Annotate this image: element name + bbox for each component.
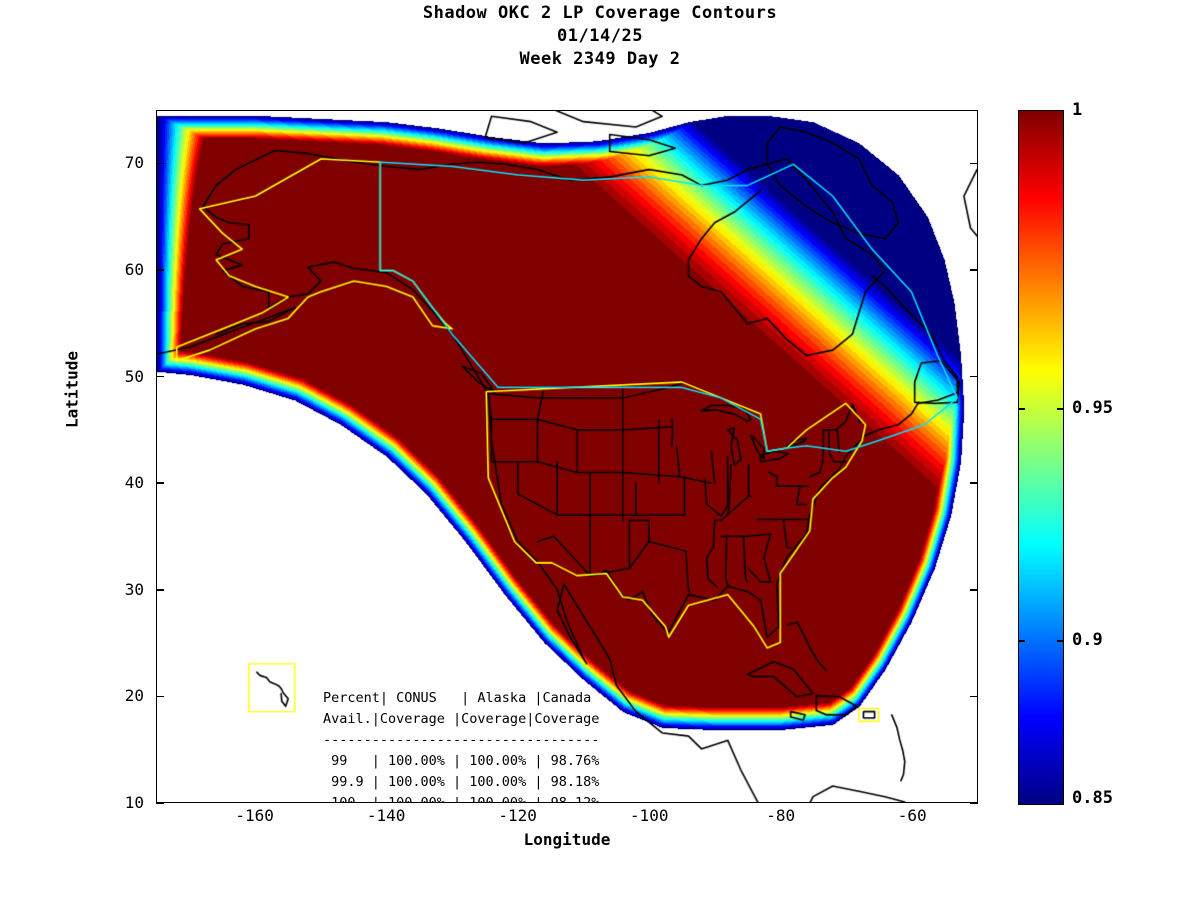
y-axis-tick-60 bbox=[970, 269, 978, 271]
title-line-3: Week 2349 Day 2 bbox=[519, 49, 681, 69]
stats-row-999: 99.9 | 100.00% | 100.00% | 98.18% bbox=[323, 774, 600, 790]
stats-header-row-1: Percent| CONUS | Alaska |Canada bbox=[323, 690, 592, 706]
y-axis-tick-30 bbox=[970, 589, 978, 591]
y-axis-tick-60 bbox=[156, 269, 164, 271]
title-line-2: 01/14/25 bbox=[557, 26, 643, 46]
y-axis-tick-50 bbox=[156, 375, 164, 378]
y-axis-label-70: 70 bbox=[124, 153, 144, 173]
y-axis-label-50: 50 bbox=[124, 366, 144, 386]
x-axis-label--160: -160 bbox=[235, 806, 274, 825]
x-axis-label--140: -140 bbox=[366, 806, 406, 825]
x-axis-tick--80 bbox=[0, 72, 2, 80]
colorbar-tick-09-left bbox=[1018, 640, 1025, 642]
axis-ticks: 70 60 50 40 30 20 10 -160 -140 -120 -100 -80 -60 bbox=[0, 0, 1200, 825]
x-axis-label--100: -100 bbox=[629, 806, 669, 825]
coverage-summary-table: Percent| CONUS | Alaska |Canada Avail.|C… bbox=[323, 667, 600, 803]
colorbar-tick-095-left bbox=[1018, 408, 1025, 410]
y-axis-tick-10 bbox=[970, 802, 978, 804]
stats-row-100: 100 | 100.00% | 100.00% | 98.12% bbox=[323, 795, 600, 803]
x-axis-label--80: -80 bbox=[766, 806, 796, 825]
y-axis-label-30: 30 bbox=[124, 579, 144, 599]
colorbar-label-min: 0.85 bbox=[1072, 788, 1113, 808]
y-axis-tick-20 bbox=[156, 695, 164, 698]
colorbar-label-low: 0.9 bbox=[1072, 630, 1103, 650]
x-axis-title: Longitude bbox=[523, 830, 611, 849]
y-axis-tick-20 bbox=[970, 695, 978, 698]
colorbar-label-max: 1 bbox=[1072, 100, 1083, 120]
x-axis-label--120: -120 bbox=[498, 806, 537, 825]
colorbar-tick-09-right bbox=[1057, 640, 1064, 642]
y-axis-label-10: 10 bbox=[124, 793, 144, 812]
y-axis-label-20: 20 bbox=[124, 686, 144, 706]
y-axis-label-40: 40 bbox=[124, 473, 144, 493]
title-line-1: Shadow OKC 2 LP Coverage Contours bbox=[422, 3, 778, 23]
map-plot-area: Percent| CONUS | Alaska |Canada Avail.|C… bbox=[156, 110, 978, 803]
colorbar-tick-095-right bbox=[1057, 408, 1064, 410]
chart-title: Shadow OKC 2 LP Coverage Contours 01/14/… bbox=[0, 2, 1200, 71]
y-axis-tick-70 bbox=[970, 162, 978, 165]
stats-row-99: 99 | 100.00% | 100.00% | 98.76% bbox=[323, 753, 600, 769]
y-axis-tick-40 bbox=[970, 482, 978, 484]
y-axis-tick-40 bbox=[156, 482, 164, 484]
stats-rule: ---------------------------------- bbox=[323, 732, 600, 748]
stats-header-row-2: Avail.|Coverage |Coverage|Coverage bbox=[323, 711, 600, 727]
x-axis-tick--60 bbox=[0, 88, 2, 96]
x-axis-tick--60 bbox=[0, 80, 2, 88]
colorbar bbox=[1018, 110, 1064, 805]
y-axis-tick-10 bbox=[156, 802, 164, 804]
y-axis-tick-50 bbox=[970, 375, 978, 378]
x-axis-label--60: -60 bbox=[897, 806, 927, 825]
coverage-contour-map bbox=[157, 111, 977, 802]
colorbar-gradient bbox=[1019, 111, 1063, 804]
y-axis-tick-70 bbox=[156, 162, 164, 165]
y-axis-label-60: 60 bbox=[124, 259, 144, 279]
y-axis-title: Latitude bbox=[62, 350, 82, 429]
y-axis-tick-30 bbox=[156, 589, 164, 591]
colorbar-label-mid: 0.95 bbox=[1072, 398, 1113, 418]
